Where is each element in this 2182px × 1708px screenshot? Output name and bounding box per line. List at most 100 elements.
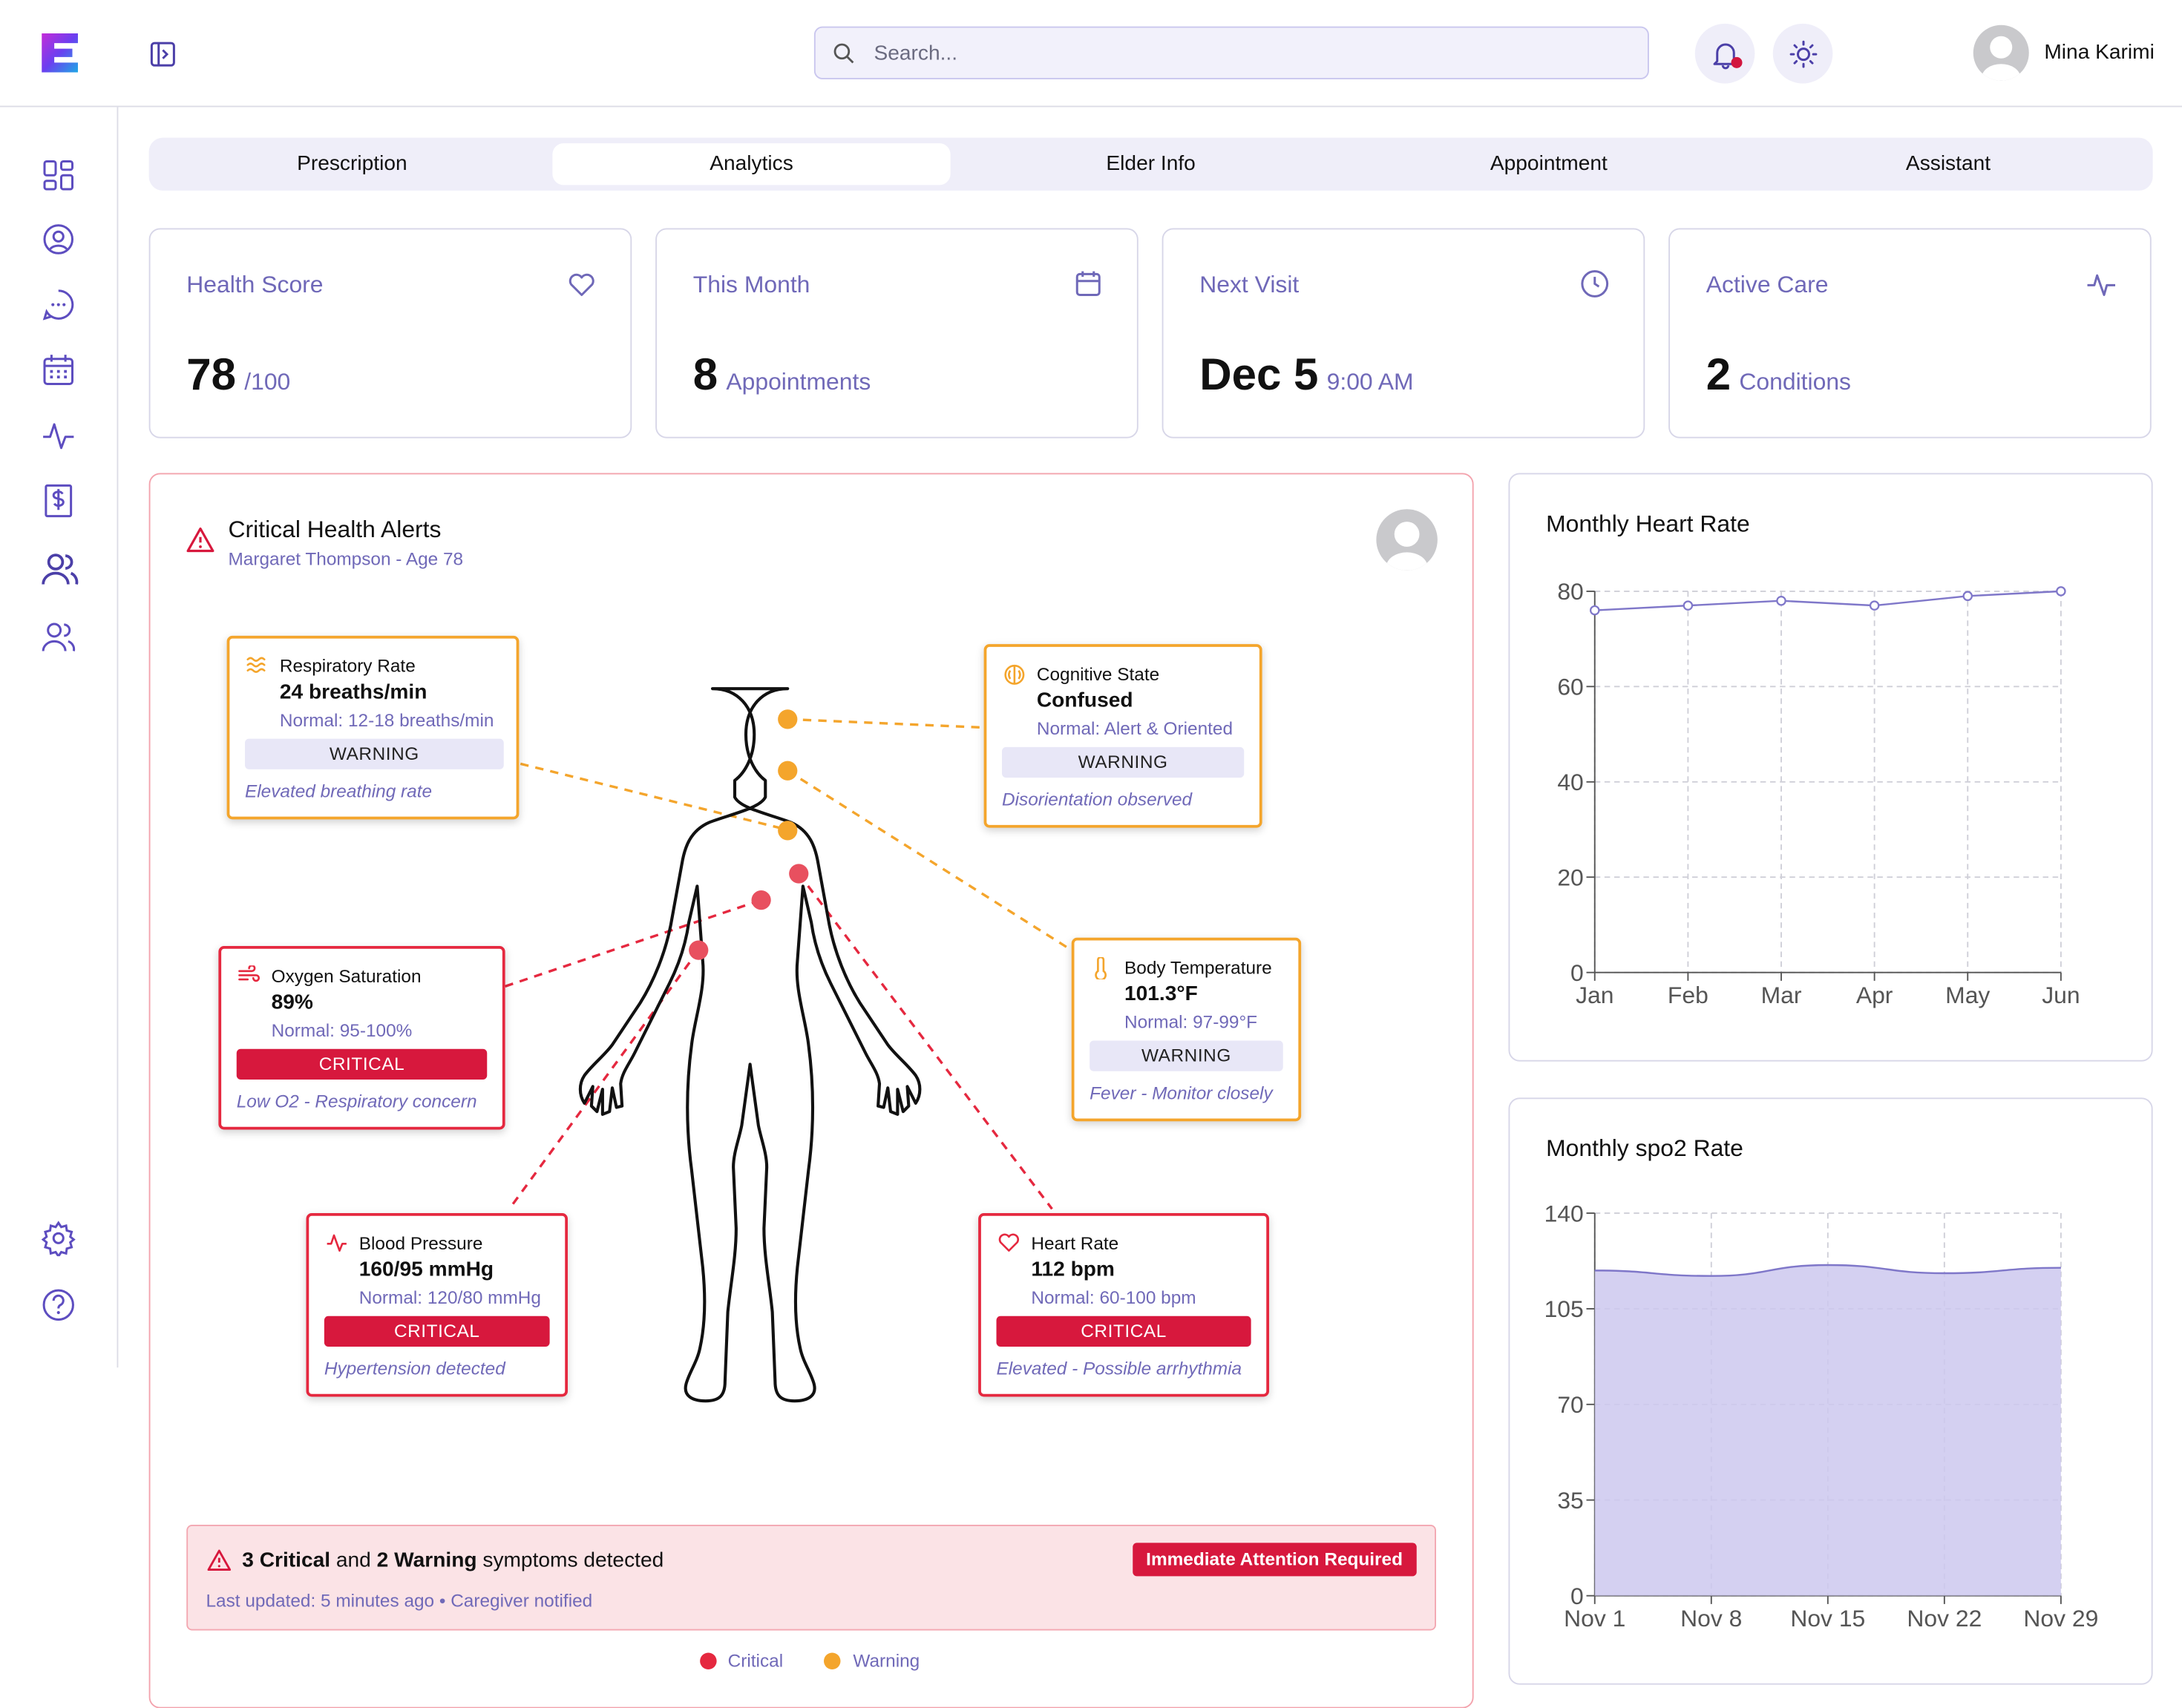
metric-name: Blood Pressure — [358, 1232, 483, 1254]
team-icon[interactable] — [40, 619, 76, 655]
patient-subtitle: Margaret Thompson - Age 78 — [228, 548, 464, 569]
metric-normal-range: Normal: Alert & Oriented — [1036, 717, 1233, 739]
blood-pressure-hotspot[interactable] — [689, 940, 709, 960]
profile-icon[interactable] — [40, 221, 76, 257]
alert-triangle-icon — [207, 1549, 232, 1571]
y-tick-label: 80 — [1557, 578, 1583, 605]
sidebar — [0, 107, 119, 1368]
metric-note: Elevated - Possible arrhythmia — [996, 1358, 1242, 1379]
thermometer-icon — [1095, 957, 1107, 979]
immediate-attention-button[interactable]: Immediate Attention Required — [1132, 1543, 1417, 1577]
x-tick-label: Nov 8 — [1680, 1605, 1742, 1632]
x-tick-label: Apr — [1856, 982, 1893, 1008]
series-line — [1594, 1264, 2061, 1277]
top-bar: Mina Karimi — [0, 0, 2182, 108]
notifications-button[interactable] — [1694, 23, 1755, 84]
status-badge: WARNING — [245, 738, 504, 769]
wind-waves-icon — [246, 657, 266, 673]
legend-warning-swatch — [824, 1652, 841, 1669]
stat-value: 78/100 — [186, 349, 291, 400]
stat-card-this-month: This Month 8 Appointments — [655, 228, 1138, 439]
tab-assistant[interactable]: Assistant — [1905, 151, 1991, 176]
stat-value: Dec 5 9:00 AM — [1199, 349, 1414, 400]
x-tick-label: Mar — [1761, 982, 1802, 1008]
alert-card-respiratory-rate[interactable]: Respiratory Rate 24 breaths/min Normal: … — [226, 635, 520, 820]
alerts-title: Critical Health Alerts — [228, 516, 442, 543]
stat-label: Next Visit — [1199, 271, 1300, 298]
stat-unit: 9:00 AM — [1326, 368, 1414, 395]
patient-avatar[interactable] — [1376, 509, 1438, 571]
heart-hotspot[interactable] — [789, 864, 809, 884]
stat-unit: /100 — [244, 368, 291, 395]
user-name[interactable]: Mina Karimi — [2044, 40, 2155, 65]
notification-dot — [1731, 56, 1743, 68]
status-badge: WARNING — [1090, 1040, 1283, 1071]
tab-prescription[interactable]: Prescription — [297, 151, 407, 176]
heart-icon — [998, 1233, 1020, 1252]
tab-appointment[interactable]: Appointment — [1490, 151, 1608, 176]
metric-value: 101.3°F — [1124, 982, 1198, 1006]
x-tick-label: Nov 15 — [1790, 1605, 1865, 1632]
tab-analytics[interactable]: Analytics — [552, 143, 951, 185]
settings-icon[interactable] — [40, 1220, 76, 1257]
theme-toggle-button[interactable] — [1772, 23, 1833, 84]
billing-icon[interactable] — [40, 483, 76, 519]
status-badge: CRITICAL — [324, 1316, 550, 1347]
summary-meta: Last updated: 5 minutes ago • Caregiver … — [206, 1590, 593, 1612]
person-icon — [1982, 36, 2021, 81]
metric-note: Disorientation observed — [1002, 789, 1193, 810]
calendar-icon[interactable] — [40, 352, 76, 388]
stat-card-active-care: Active Care 2 Conditions — [1668, 228, 2152, 439]
data-point — [2056, 586, 2066, 597]
data-point — [1776, 595, 1786, 606]
metric-note: Elevated breathing rate — [245, 780, 433, 801]
oxygen-hotspot[interactable] — [751, 890, 771, 910]
y-tick-label: 35 — [1557, 1487, 1583, 1514]
cognitive-hotspot[interactable] — [778, 709, 798, 729]
x-tick-label: Nov 22 — [1907, 1605, 1982, 1632]
alert-card-heart-rate[interactable]: Heart Rate 112 bpm Normal: 60-100 bpm CR… — [978, 1213, 1269, 1397]
stat-label: This Month — [692, 271, 810, 298]
status-badge: WARNING — [1002, 746, 1245, 778]
search-input[interactable] — [874, 27, 1625, 78]
metric-normal-range: Normal: 12-18 breaths/min — [279, 709, 494, 731]
metric-name: Heart Rate — [1031, 1232, 1119, 1254]
y-tick-label: 0 — [1570, 959, 1584, 986]
app-logo[interactable] — [30, 25, 86, 81]
help-icon[interactable] — [40, 1287, 76, 1323]
alert-card-body-temperature[interactable]: Body Temperature 101.3°F Normal: 97-99°F… — [1071, 937, 1302, 1122]
user-avatar[interactable] — [1973, 24, 2029, 81]
tab-elder-info[interactable]: Elder Info — [1106, 151, 1196, 176]
sidebar-toggle-icon[interactable] — [148, 39, 178, 70]
heart-rate-chart: 0 20 40 60 80 Jan Feb Mar Apr May Jun — [1557, 578, 2080, 1008]
stat-label: Health Score — [186, 271, 324, 298]
activity-icon[interactable] — [40, 418, 76, 454]
status-badge: CRITICAL — [236, 1048, 488, 1080]
area-fill — [1594, 1264, 2061, 1596]
metric-note: Fever - Monitor closely — [1090, 1082, 1273, 1103]
person-icon — [1386, 522, 1428, 571]
alert-card-oxygen-saturation[interactable]: Oxygen Saturation 89% Normal: 95-100% CR… — [218, 946, 505, 1130]
dashboard-icon[interactable] — [40, 157, 76, 194]
users-icon[interactable] — [40, 550, 79, 589]
pulse-icon — [327, 1234, 347, 1252]
search-box[interactable] — [813, 26, 1649, 79]
temperature-hotspot[interactable] — [778, 761, 798, 781]
stat-value: 2 Conditions — [1706, 349, 1851, 400]
metric-normal-range: Normal: 95-100% — [271, 1019, 413, 1041]
alerts-summary: 3 Critical and 2 Warning symptoms detect… — [186, 1525, 1436, 1631]
metric-name: Body Temperature — [1124, 957, 1272, 979]
chat-icon[interactable] — [40, 286, 76, 323]
metric-note: Low O2 - Respiratory concern — [236, 1091, 477, 1112]
legend-critical-swatch — [700, 1652, 717, 1669]
respiratory-hotspot[interactable] — [778, 821, 798, 841]
y-tick-label: 20 — [1557, 864, 1583, 890]
alert-card-blood-pressure[interactable]: Blood Pressure 160/95 mmHg Normal: 120/8… — [306, 1213, 568, 1397]
sun-icon — [1789, 40, 1818, 68]
chart-title: Monthly Heart Rate — [1546, 510, 1750, 537]
x-tick-label: Feb — [1668, 982, 1708, 1008]
alert-card-cognitive-state[interactable]: Cognitive State Confused Normal: Alert &… — [983, 644, 1262, 828]
stat-card-next-visit: Next Visit Dec 5 9:00 AM — [1162, 228, 1645, 439]
spo2-chart-card: Monthly spo2 Rate 0 35 70 105 140 Nov 1 Nov 8 N… — [1508, 1097, 2153, 1685]
heart-rate-chart-card: Monthly Heart Rate 0 20 40 60 80 Jan Feb Mar Apr… — [1508, 473, 2153, 1062]
